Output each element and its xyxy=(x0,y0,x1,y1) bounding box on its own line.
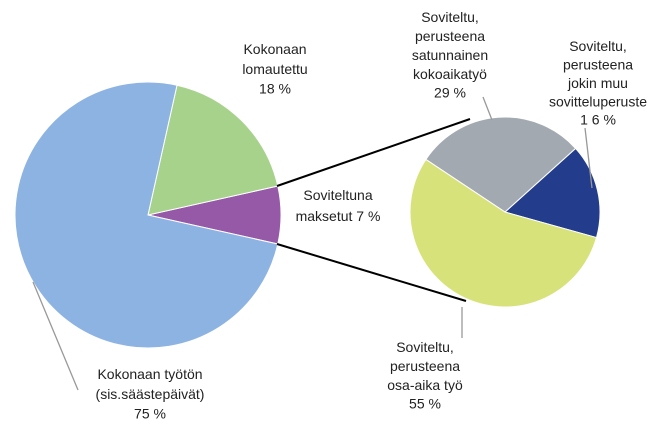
category-label: (sis.säästepäivät) xyxy=(96,386,205,402)
category-label: perusteena xyxy=(390,358,460,374)
slice-label: jokin muu xyxy=(567,75,628,91)
category-label: Soviteltuna xyxy=(303,187,372,203)
leader-line xyxy=(32,281,79,391)
slice-label: perusteena xyxy=(390,358,460,374)
slice-label: Kokonaan xyxy=(243,41,306,57)
category-label: perusteena xyxy=(415,28,485,44)
slice-label: kokoaikatyö xyxy=(413,66,487,82)
category-label: osa-aika työ xyxy=(387,377,463,393)
pie-slice xyxy=(425,116,577,213)
slice-label: perusteena xyxy=(563,56,633,72)
category-label: kokoaikatyö xyxy=(413,66,487,82)
pie-slice xyxy=(147,84,279,216)
slice-label: maksetut 7 % xyxy=(296,208,381,224)
leader-line xyxy=(482,96,493,121)
category-label: perusteena xyxy=(563,56,633,72)
slice-label: osa-aika työ xyxy=(387,377,463,393)
slice-label: Soviteltuna xyxy=(303,187,372,203)
category-label: Soviteltu, xyxy=(421,9,479,25)
slice-label: Soviteltu, xyxy=(396,339,454,355)
category-label: maksetut xyxy=(296,208,353,224)
pie-slice xyxy=(409,158,598,308)
leader-line xyxy=(584,127,593,189)
slice-label: Kokonaan työtön xyxy=(97,366,202,382)
category-label: jokin muu xyxy=(567,75,628,91)
value-label: 18 % xyxy=(259,81,291,97)
slice-label: (sis.säästepäivät) xyxy=(96,386,205,402)
slice-label: Soviteltu, xyxy=(421,9,479,25)
value-label: 1 6 % xyxy=(580,112,616,128)
pie-slice xyxy=(503,147,601,239)
category-label: Kokonaan työtön xyxy=(97,366,202,382)
connector xyxy=(276,243,467,302)
slice-label: lomautettu xyxy=(242,61,307,77)
connector xyxy=(276,118,471,187)
slice-label: satunnainen xyxy=(412,47,488,63)
slice-label: perusteena xyxy=(415,28,485,44)
slice-label: sovitteluperuste xyxy=(549,93,647,109)
slice-label: Soviteltu, xyxy=(569,38,627,54)
value-label: 29 % xyxy=(434,85,466,101)
category-label: lomautettu xyxy=(242,61,307,77)
value-label: 75 % xyxy=(134,406,166,422)
value-label: 7 % xyxy=(356,208,380,224)
value-label: 55 % xyxy=(409,396,441,412)
category-label: Soviteltu, xyxy=(396,339,454,355)
category-label: Kokonaan xyxy=(243,41,306,57)
category-label: satunnainen xyxy=(412,47,488,63)
pie-slice xyxy=(14,81,279,349)
category-label: sovitteluperuste xyxy=(549,93,647,109)
category-label: Soviteltu, xyxy=(569,38,627,54)
